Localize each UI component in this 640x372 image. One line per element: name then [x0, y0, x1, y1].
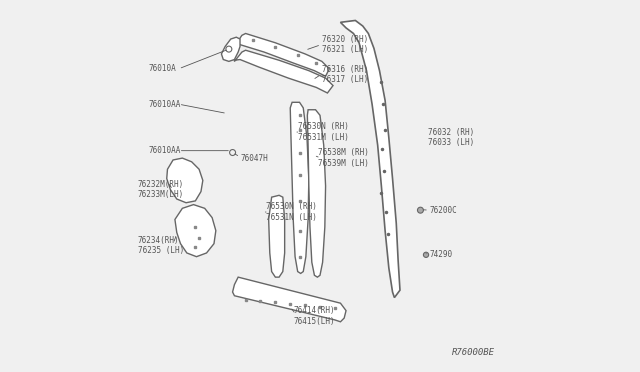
Text: 74290: 74290 [429, 250, 453, 259]
Text: 76530N (RH)
76531N (LH): 76530N (RH) 76531N (LH) [266, 202, 317, 222]
Polygon shape [234, 50, 333, 93]
Circle shape [417, 207, 424, 213]
Text: 76010A: 76010A [149, 64, 177, 73]
Text: 76414(RH)
76415(LH): 76414(RH) 76415(LH) [294, 307, 335, 326]
Polygon shape [234, 33, 330, 76]
Text: R76000BE: R76000BE [452, 348, 495, 357]
Polygon shape [167, 158, 203, 203]
Text: 76530N (RH)
76531M (LH): 76530N (RH) 76531M (LH) [298, 122, 349, 142]
Polygon shape [232, 277, 346, 322]
Text: 76234(RH)
76235 (LH): 76234(RH) 76235 (LH) [138, 236, 184, 255]
Text: 76320 (RH)
76321 (LH): 76320 (RH) 76321 (LH) [322, 35, 368, 54]
Text: 76010AA: 76010AA [149, 146, 181, 155]
Polygon shape [221, 37, 240, 61]
Circle shape [424, 252, 429, 257]
Polygon shape [291, 102, 309, 273]
Text: 76010AA: 76010AA [149, 100, 181, 109]
Polygon shape [269, 195, 285, 277]
Text: 76200C: 76200C [429, 206, 458, 215]
Text: 76538M (RH)
76539M (LH): 76538M (RH) 76539M (LH) [318, 148, 369, 168]
Polygon shape [340, 20, 400, 298]
Text: 76316 (RH)
76317 (LH): 76316 (RH) 76317 (LH) [322, 65, 368, 84]
Text: 76032 (RH)
76033 (LH): 76032 (RH) 76033 (LH) [428, 128, 474, 147]
Polygon shape [175, 205, 216, 257]
Text: 76047H: 76047H [240, 154, 268, 163]
Text: 76232M(RH)
76233M(LH): 76232M(RH) 76233M(LH) [138, 180, 184, 199]
Polygon shape [307, 110, 326, 277]
